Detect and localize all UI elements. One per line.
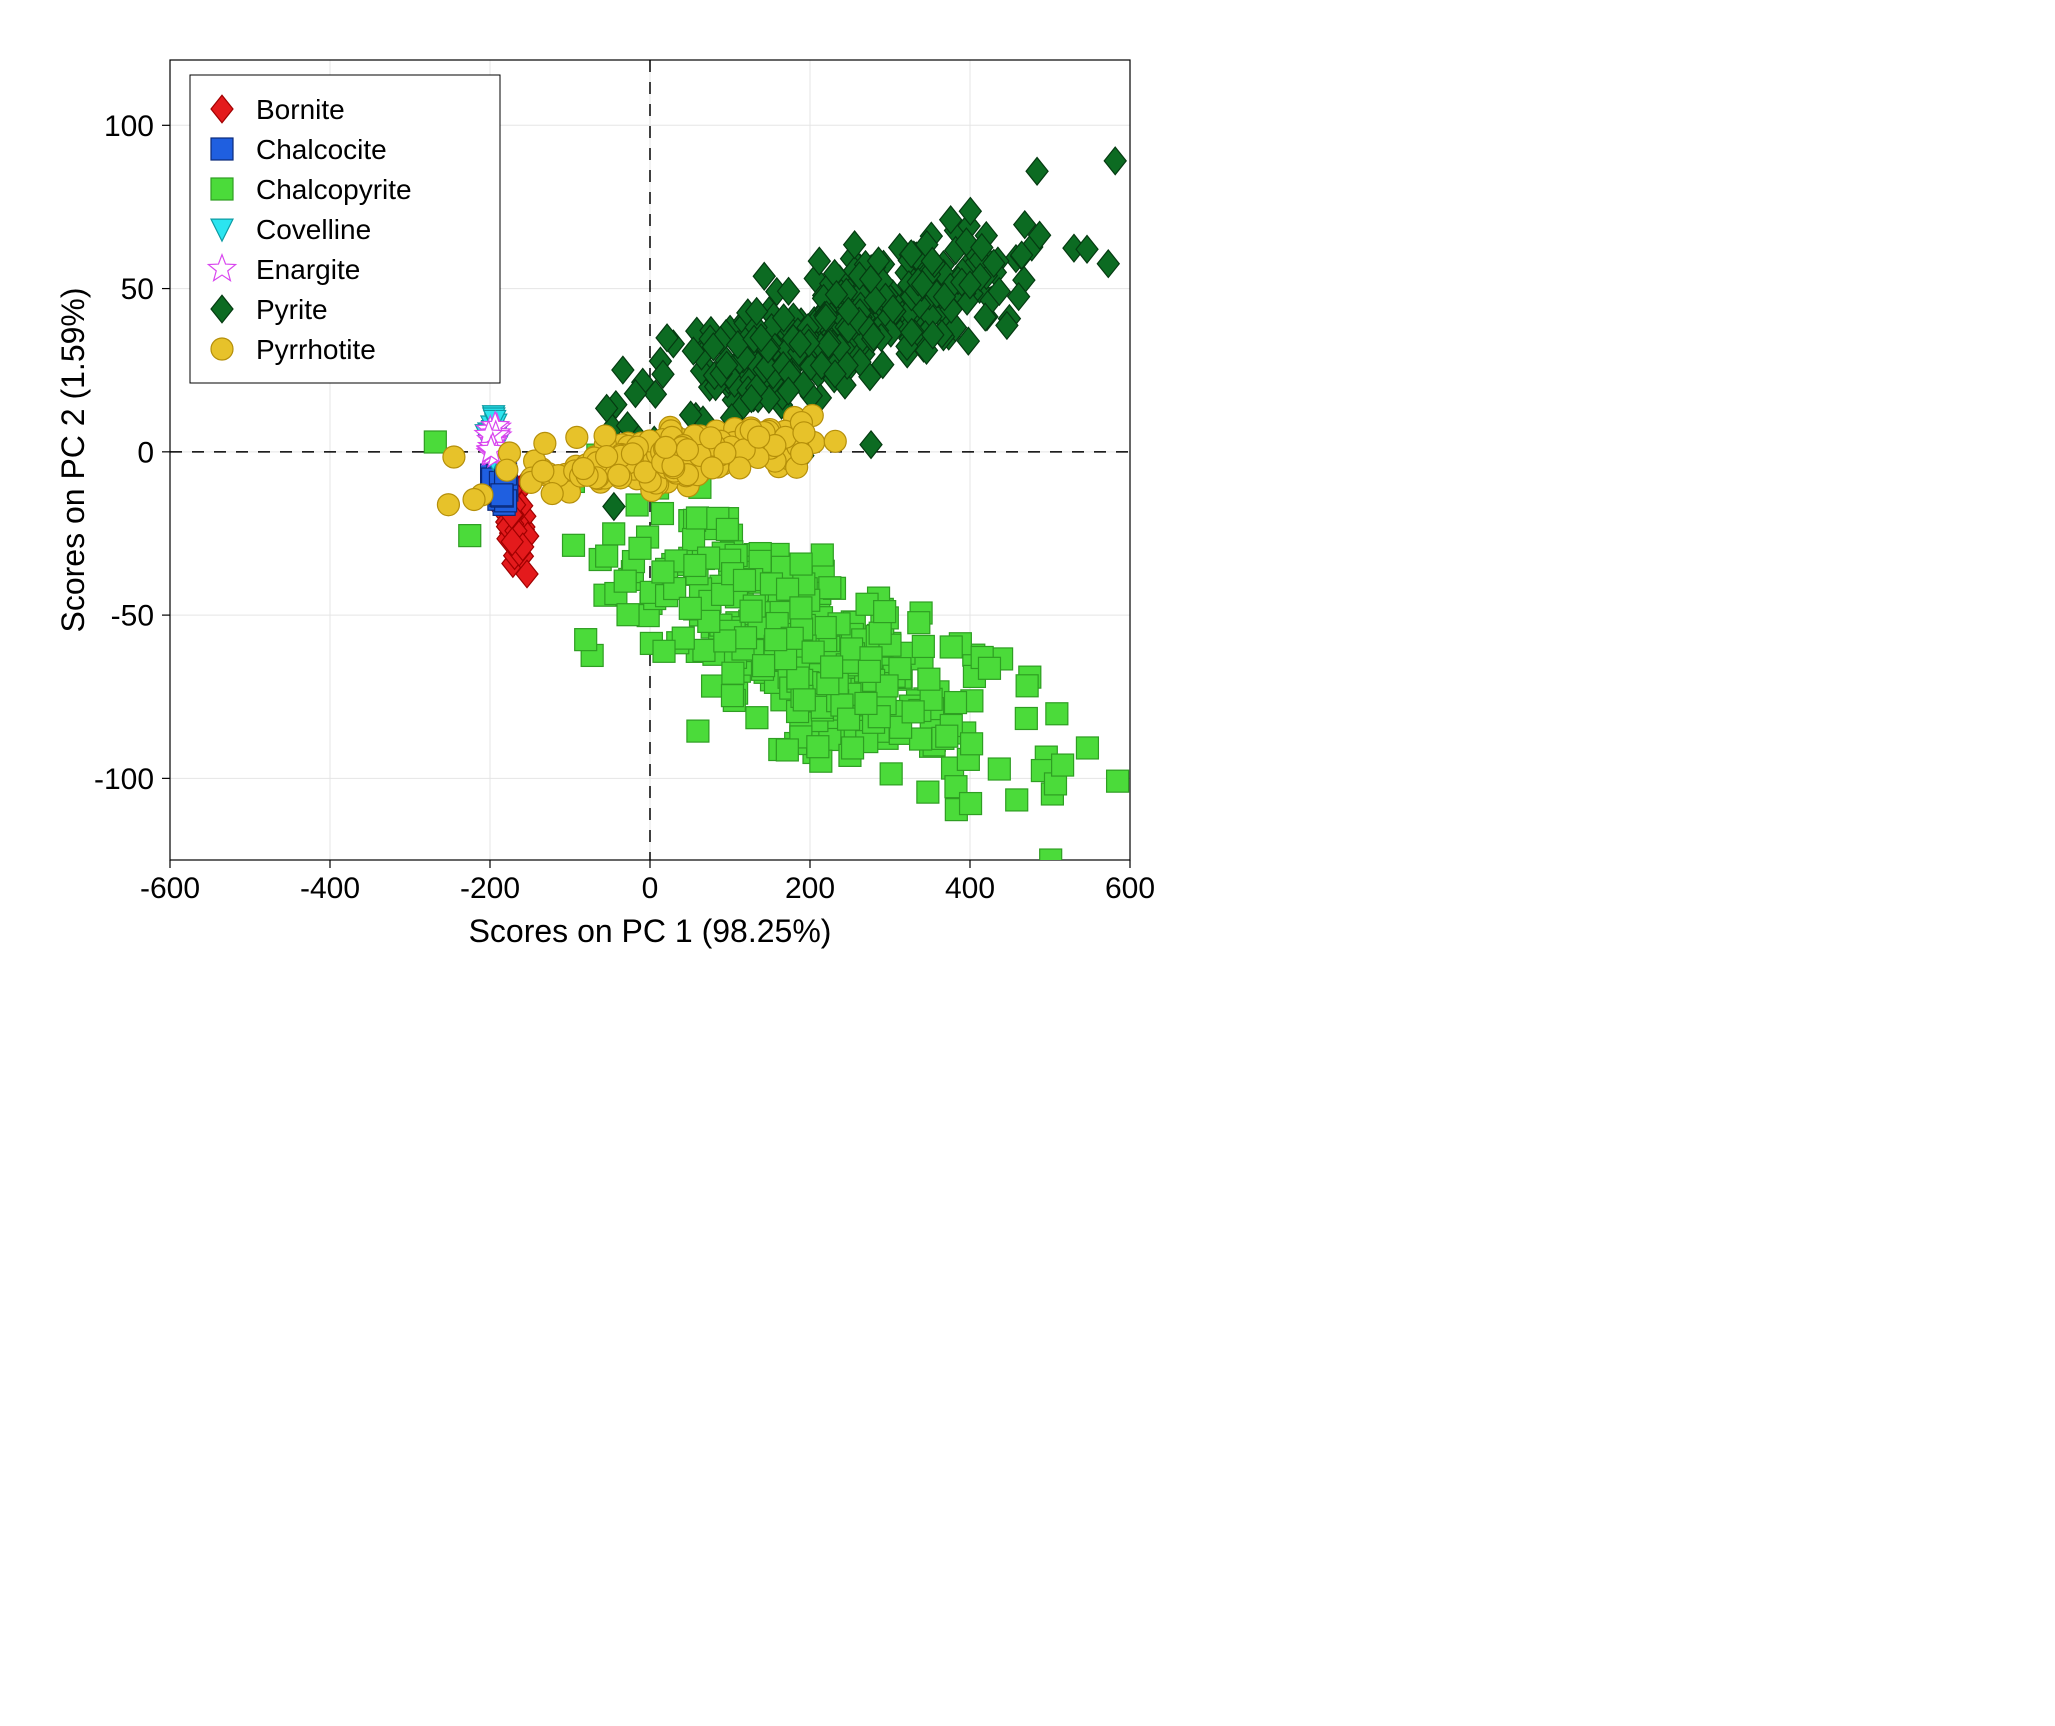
legend-label: Bornite [256,94,345,125]
pca-scatter-chart: -600 -400 -200 0 200 400 600 -100 -50 0 50 100 Score… [20,20,2035,985]
legend-label: Chalcocite [256,134,387,165]
y-tick-label: 50 [121,273,154,306]
legend-label: Pyrrhotite [256,334,376,365]
x-tick-label: 200 [785,872,835,905]
legend-label: Enargite [256,254,360,285]
x-tick-label: -200 [460,872,520,905]
x-tick-label: -600 [140,872,200,905]
chart-svg: -600 -400 -200 0 200 400 600 -100 -50 0 50 100 Score… [20,20,1200,980]
y-axis-label: Scores on PC 2 (1.59%) [55,287,91,632]
legend-label: Chalcopyrite [256,174,412,205]
legend-label: Covelline [256,214,371,245]
y-tick-label: 100 [104,110,154,143]
x-tick-label: -400 [300,872,360,905]
y-tick-label: -100 [94,763,154,796]
x-tick-label: 600 [1105,872,1155,905]
x-tick-label: 0 [642,872,659,905]
y-tick-label: 0 [137,436,154,469]
x-tick-label: 400 [945,872,995,905]
legend-label: Pyrite [256,294,328,325]
x-axis-label: Scores on PC 1 (98.25%) [469,913,832,949]
y-tick-label: -50 [111,600,154,633]
